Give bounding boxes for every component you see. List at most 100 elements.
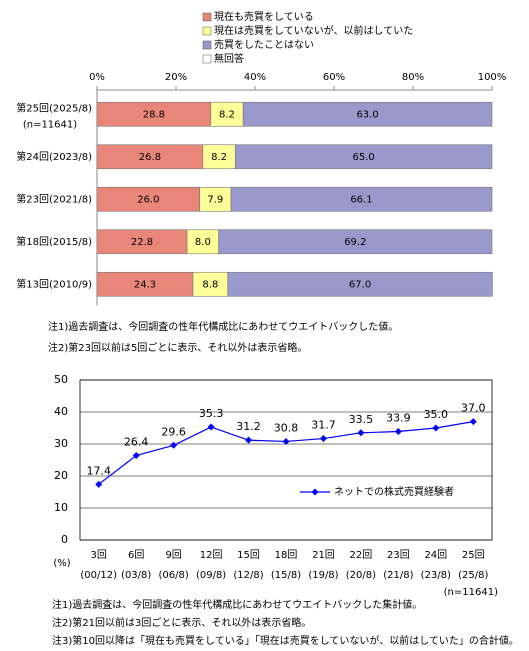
data-label: 28.8	[143, 109, 165, 120]
y-tick-label: 50	[54, 373, 68, 386]
legend-label: 売買をしたことはない	[214, 38, 314, 51]
bar-segment	[227, 271, 493, 297]
category-label: 第13回(2010/9)	[16, 277, 92, 290]
x-tick-label: 15回	[237, 549, 260, 561]
data-label: 29.6	[161, 425, 186, 438]
legend-swatch	[202, 12, 212, 22]
bar-segment	[96, 271, 194, 297]
y-tick-label: 10	[54, 501, 68, 514]
x-tick-sublabel: (15/8)	[271, 570, 301, 581]
data-label: 26.4	[124, 436, 149, 449]
x-tick-sublabel: (25/8)	[458, 570, 488, 581]
point	[469, 418, 477, 426]
legend-swatch	[202, 40, 212, 50]
category-label: 第18回(2015/8)	[16, 235, 92, 248]
bar-segment	[218, 229, 493, 255]
bar-segment	[96, 186, 200, 212]
legend-label: 無回答	[214, 52, 244, 65]
note: 注2)第23回以前は5回ごとに表示、それ以外は表示省略。	[48, 341, 307, 354]
x-tick-sublabel: (06/8)	[159, 570, 189, 581]
x-tick-label: 40%	[244, 72, 266, 83]
x-tick-label: 0%	[89, 72, 105, 83]
point	[432, 424, 440, 432]
data-label: 8.0	[195, 237, 211, 248]
x-tick-label: 100%	[478, 72, 507, 83]
bar-segment	[186, 229, 219, 255]
data-label: 66.1	[350, 194, 372, 205]
x-tick-sublabel: (21/8)	[383, 570, 413, 581]
data-label: 26.0	[137, 194, 159, 205]
data-label: 8.8	[202, 279, 218, 290]
point	[394, 428, 402, 436]
category-label: 第24回(2023/8)	[16, 150, 92, 163]
data-label: 31.2	[236, 420, 261, 433]
legend-label: 現在も売買をしている	[214, 10, 314, 23]
bar-segment	[242, 101, 493, 127]
y-tick-label: 40	[54, 405, 68, 418]
x-tick-label: 25回	[462, 549, 485, 561]
note: 注3)第10回以降は「現在も売買をしている」「現在は売買をしていないが、以前はし…	[52, 634, 519, 647]
x-tick-sublabel: (00/12)	[80, 570, 117, 581]
point	[357, 429, 365, 437]
data-label: 24.3	[134, 279, 156, 290]
data-label: 30.8	[274, 421, 299, 434]
data-label: 31.7	[311, 419, 336, 432]
data-label: 22.8	[131, 237, 153, 248]
point	[207, 423, 215, 431]
x-tick-sublabel: (12/8)	[233, 570, 263, 581]
x-tick-sublabel: (09/8)	[196, 570, 226, 581]
data-label: 37.0	[461, 402, 486, 415]
x-tick-label: 22回	[350, 549, 373, 561]
note: 注1)過去調査は、今回調査の性年代構成比にあわせてウエイトバックした集計値。	[52, 598, 422, 611]
data-label: 35.3	[199, 407, 224, 420]
x-tick-label: 24回	[424, 549, 447, 561]
data-label: 69.2	[344, 237, 366, 248]
legend-label: 現在は売買をしていないが、以前はしていた	[214, 24, 413, 37]
point	[245, 436, 253, 444]
plot-frame	[79, 379, 493, 541]
x-tick-label: 6回	[128, 549, 144, 561]
bar-segment	[234, 144, 493, 170]
x-tick-sublabel: (03/8)	[121, 570, 151, 581]
data-label: 65.0	[352, 152, 374, 163]
bar-segment	[96, 101, 212, 127]
bar-segment	[210, 101, 244, 127]
category-label: 第25回(2025/8)	[16, 101, 92, 114]
x-tick-label: 20%	[165, 72, 187, 83]
y-tick-label: 0	[61, 533, 68, 546]
bar-segment	[199, 186, 232, 212]
data-label: 33.5	[349, 413, 374, 426]
data-label: 17.4	[86, 464, 111, 477]
note: 注2)第21回以前は3回ごとに表示、それ以外は表示省略。	[52, 616, 311, 629]
legend-swatch	[202, 54, 212, 64]
data-label: 35.0	[424, 408, 449, 421]
bar-segment	[192, 271, 229, 297]
y-tick-label: 20	[54, 469, 68, 482]
y-tick-label: 30	[54, 437, 68, 450]
data-label: 67.0	[349, 279, 371, 290]
sample-note: (n=11641)	[23, 119, 77, 130]
point	[170, 441, 178, 449]
sample-note: (n=11641)	[444, 587, 498, 598]
legend-label: ネットでの株式売買経験者	[334, 485, 454, 498]
x-tick-label: 9回	[165, 549, 181, 561]
bar-segment	[230, 186, 493, 212]
x-tick-label: 12回	[200, 549, 223, 561]
data-label: 63.0	[356, 109, 378, 120]
x-tick-sublabel: (23/8)	[421, 570, 451, 581]
y-unit: (%)	[53, 558, 70, 569]
x-tick-label: 80%	[402, 72, 424, 83]
x-tick-label: 23回	[387, 549, 410, 561]
x-tick-sublabel: (20/8)	[346, 570, 376, 581]
legend-marker	[311, 488, 319, 496]
x-tick-label: 18回	[275, 549, 298, 561]
data-label: 8.2	[211, 152, 227, 163]
point	[319, 435, 327, 443]
x-tick-label: 3回	[91, 549, 107, 561]
data-label: 8.2	[219, 109, 235, 120]
data-label: 7.9	[207, 194, 223, 205]
data-label: 26.8	[139, 152, 161, 163]
x-tick-label: 21回	[312, 549, 335, 561]
point	[95, 480, 103, 488]
